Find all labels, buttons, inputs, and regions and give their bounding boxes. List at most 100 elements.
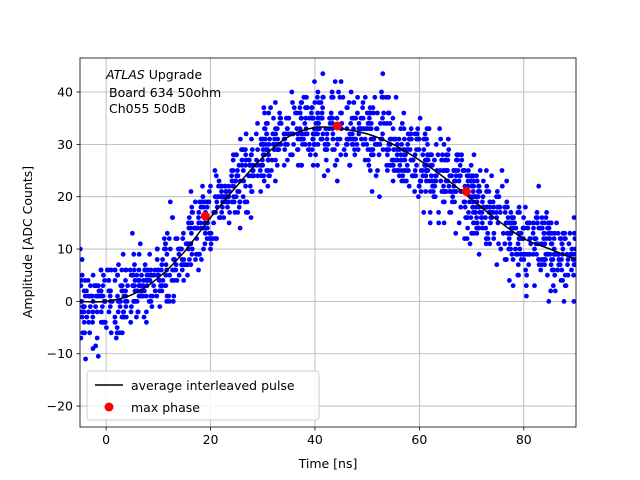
sample-point <box>474 225 479 231</box>
sample-point <box>309 147 315 153</box>
sample-point <box>481 178 486 184</box>
sample-point <box>120 314 126 320</box>
sample-point <box>214 236 220 242</box>
sample-point <box>496 194 502 200</box>
sample-point <box>437 126 442 132</box>
sample-point <box>562 272 568 278</box>
sample-point <box>447 173 453 179</box>
sample-point <box>275 136 281 142</box>
sample-point <box>414 147 419 153</box>
sample-point <box>243 183 249 189</box>
sample-point <box>320 131 326 137</box>
sample-point <box>496 241 501 247</box>
sample-point <box>115 272 120 278</box>
sample-point <box>324 147 330 153</box>
sample-point <box>330 131 336 137</box>
sample-point <box>334 178 340 184</box>
sample-point <box>321 173 327 179</box>
sample-point <box>225 204 230 210</box>
y-tick-label: 20 <box>57 189 73 204</box>
sample-point <box>366 162 372 168</box>
sample-point <box>191 225 197 231</box>
sample-point <box>429 162 435 168</box>
sample-point <box>550 257 556 262</box>
sample-point <box>438 136 444 142</box>
sample-point <box>507 230 512 236</box>
sample-point <box>288 152 293 158</box>
sample-point <box>542 220 547 226</box>
sample-point <box>237 225 243 231</box>
sample-point <box>216 178 222 184</box>
sample-point <box>248 215 254 221</box>
sample-point <box>81 304 86 309</box>
sample-point <box>350 142 356 147</box>
sample-point <box>571 251 576 257</box>
sample-point <box>483 225 489 231</box>
sample-point <box>390 157 396 163</box>
sample-point <box>266 173 272 179</box>
sample-point <box>123 278 128 283</box>
sample-point <box>312 79 317 84</box>
sample-point <box>444 168 450 173</box>
sample-point <box>395 168 401 173</box>
sample-point <box>130 283 136 289</box>
sample-point <box>141 288 147 294</box>
sample-point <box>368 136 374 142</box>
sample-point <box>167 199 173 205</box>
sample-point <box>262 126 268 132</box>
sample-point <box>418 168 424 173</box>
sample-point <box>229 173 235 179</box>
sample-point <box>200 194 206 200</box>
sample-point <box>457 162 463 168</box>
sample-point <box>259 142 264 147</box>
sample-point <box>230 168 236 173</box>
sample-point <box>129 304 134 309</box>
sample-point <box>255 147 260 153</box>
sample-point <box>402 152 407 158</box>
sample-point <box>102 319 108 325</box>
sample-point <box>290 121 296 126</box>
sample-point <box>416 136 422 142</box>
sample-point <box>407 136 412 142</box>
sample-point <box>394 152 400 158</box>
sample-point <box>218 183 224 189</box>
sample-point <box>245 210 251 215</box>
sample-point <box>446 183 452 189</box>
sample-point <box>106 278 111 283</box>
sample-point <box>522 225 527 231</box>
sample-point <box>462 199 468 205</box>
sample-point <box>547 230 553 236</box>
sample-point <box>234 152 240 158</box>
sample-point <box>307 152 313 158</box>
sample-point <box>527 251 533 257</box>
sample-point <box>335 136 340 142</box>
sample-point <box>340 94 346 100</box>
sample-point <box>95 353 101 359</box>
sample-point <box>319 136 325 142</box>
sample-point <box>414 162 419 168</box>
sample-point <box>255 121 260 126</box>
sample-point <box>304 105 310 111</box>
sample-point <box>185 272 190 278</box>
sample-point <box>82 278 88 283</box>
sample-point <box>491 236 497 242</box>
sample-point <box>181 278 187 283</box>
sample-point <box>216 215 222 221</box>
sample-point <box>188 189 194 194</box>
sample-point <box>448 210 454 215</box>
sample-point <box>219 189 224 194</box>
sample-point <box>134 314 139 320</box>
axis-ticks: 0 20 40 60 80 −20 −10 0 10 20 30 40 <box>47 85 532 447</box>
sample-point <box>114 325 120 330</box>
sample-point <box>386 147 392 153</box>
sample-point <box>459 157 465 163</box>
sample-point <box>154 293 160 299</box>
sample-point <box>116 262 121 268</box>
sample-point <box>373 173 379 179</box>
sample-point <box>164 230 170 236</box>
sample-point <box>208 246 213 252</box>
sample-point <box>142 262 148 268</box>
sample-point <box>399 142 404 147</box>
sample-point <box>385 110 391 116</box>
sample-point <box>159 288 165 294</box>
